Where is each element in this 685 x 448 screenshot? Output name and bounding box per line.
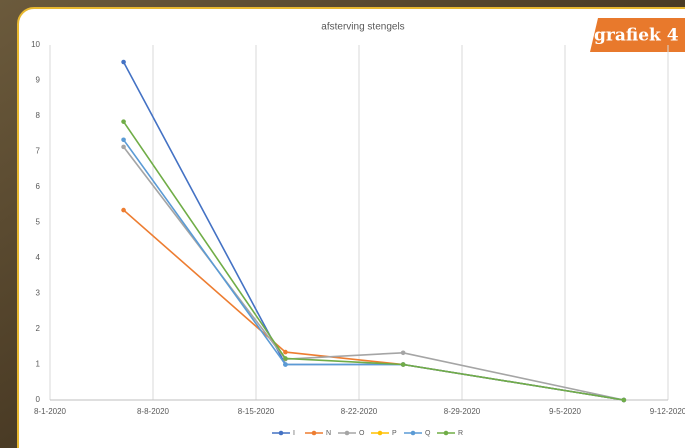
data-point bbox=[621, 397, 627, 403]
data-point bbox=[283, 356, 288, 361]
legend-marker bbox=[278, 430, 284, 436]
legend-label: O bbox=[359, 430, 365, 437]
data-point bbox=[121, 207, 126, 213]
x-tick-label: 8-29-2020 bbox=[444, 407, 481, 416]
y-tick-label: 0 bbox=[36, 395, 41, 404]
legend-marker bbox=[377, 430, 383, 436]
series-line bbox=[122, 121, 624, 401]
legend-marker bbox=[443, 430, 449, 436]
x-tick-label: 9-12-2020 bbox=[650, 407, 685, 416]
legend-label: P bbox=[392, 430, 397, 437]
y-tick-label: 8 bbox=[36, 111, 41, 120]
y-tick-label: 10 bbox=[31, 40, 40, 49]
data-point bbox=[121, 137, 126, 143]
data-point bbox=[121, 59, 126, 65]
chart-panel bbox=[17, 7, 685, 448]
x-tick-label: 8-1-2020 bbox=[34, 407, 67, 416]
badge-box bbox=[590, 18, 685, 52]
legend-label: R bbox=[458, 430, 463, 437]
y-tick-label: 6 bbox=[36, 182, 41, 191]
chart-title: afsterving stengels bbox=[321, 22, 404, 33]
y-tick-label: 9 bbox=[36, 76, 41, 85]
plot: 0 1 2 3 4 5 6 7 8 9 10 8-1-2020 8-8-2020 8-15-2020 8-2… bbox=[31, 40, 685, 437]
y-tick-label: 3 bbox=[36, 289, 41, 298]
legend-marker bbox=[410, 430, 416, 436]
legend-label: I bbox=[293, 430, 295, 437]
x-tick-label: 8-22-2020 bbox=[341, 407, 378, 416]
legend-marker bbox=[311, 430, 317, 436]
legend-label: N bbox=[326, 430, 331, 437]
data-point bbox=[121, 119, 126, 124]
data-point bbox=[283, 349, 288, 355]
legend-marker bbox=[344, 430, 350, 436]
legend-label: Q bbox=[425, 430, 431, 437]
y-tick-label: 4 bbox=[36, 253, 41, 262]
x-tick-label: 8-15-2020 bbox=[238, 407, 275, 416]
y-tick-label: 7 bbox=[36, 147, 41, 156]
y-tick-label: 5 bbox=[36, 218, 41, 227]
y-tick-label: 2 bbox=[36, 324, 41, 333]
data-point bbox=[400, 350, 406, 356]
x-tick-label: 9-5-2020 bbox=[549, 407, 582, 416]
x-tick-label: 8-8-2020 bbox=[137, 407, 170, 416]
data-point bbox=[283, 362, 288, 367]
data-point bbox=[400, 362, 406, 367]
data-point bbox=[121, 144, 126, 150]
y-tick-label: 1 bbox=[36, 360, 41, 369]
badge-text: grafiek 4 bbox=[594, 26, 679, 46]
